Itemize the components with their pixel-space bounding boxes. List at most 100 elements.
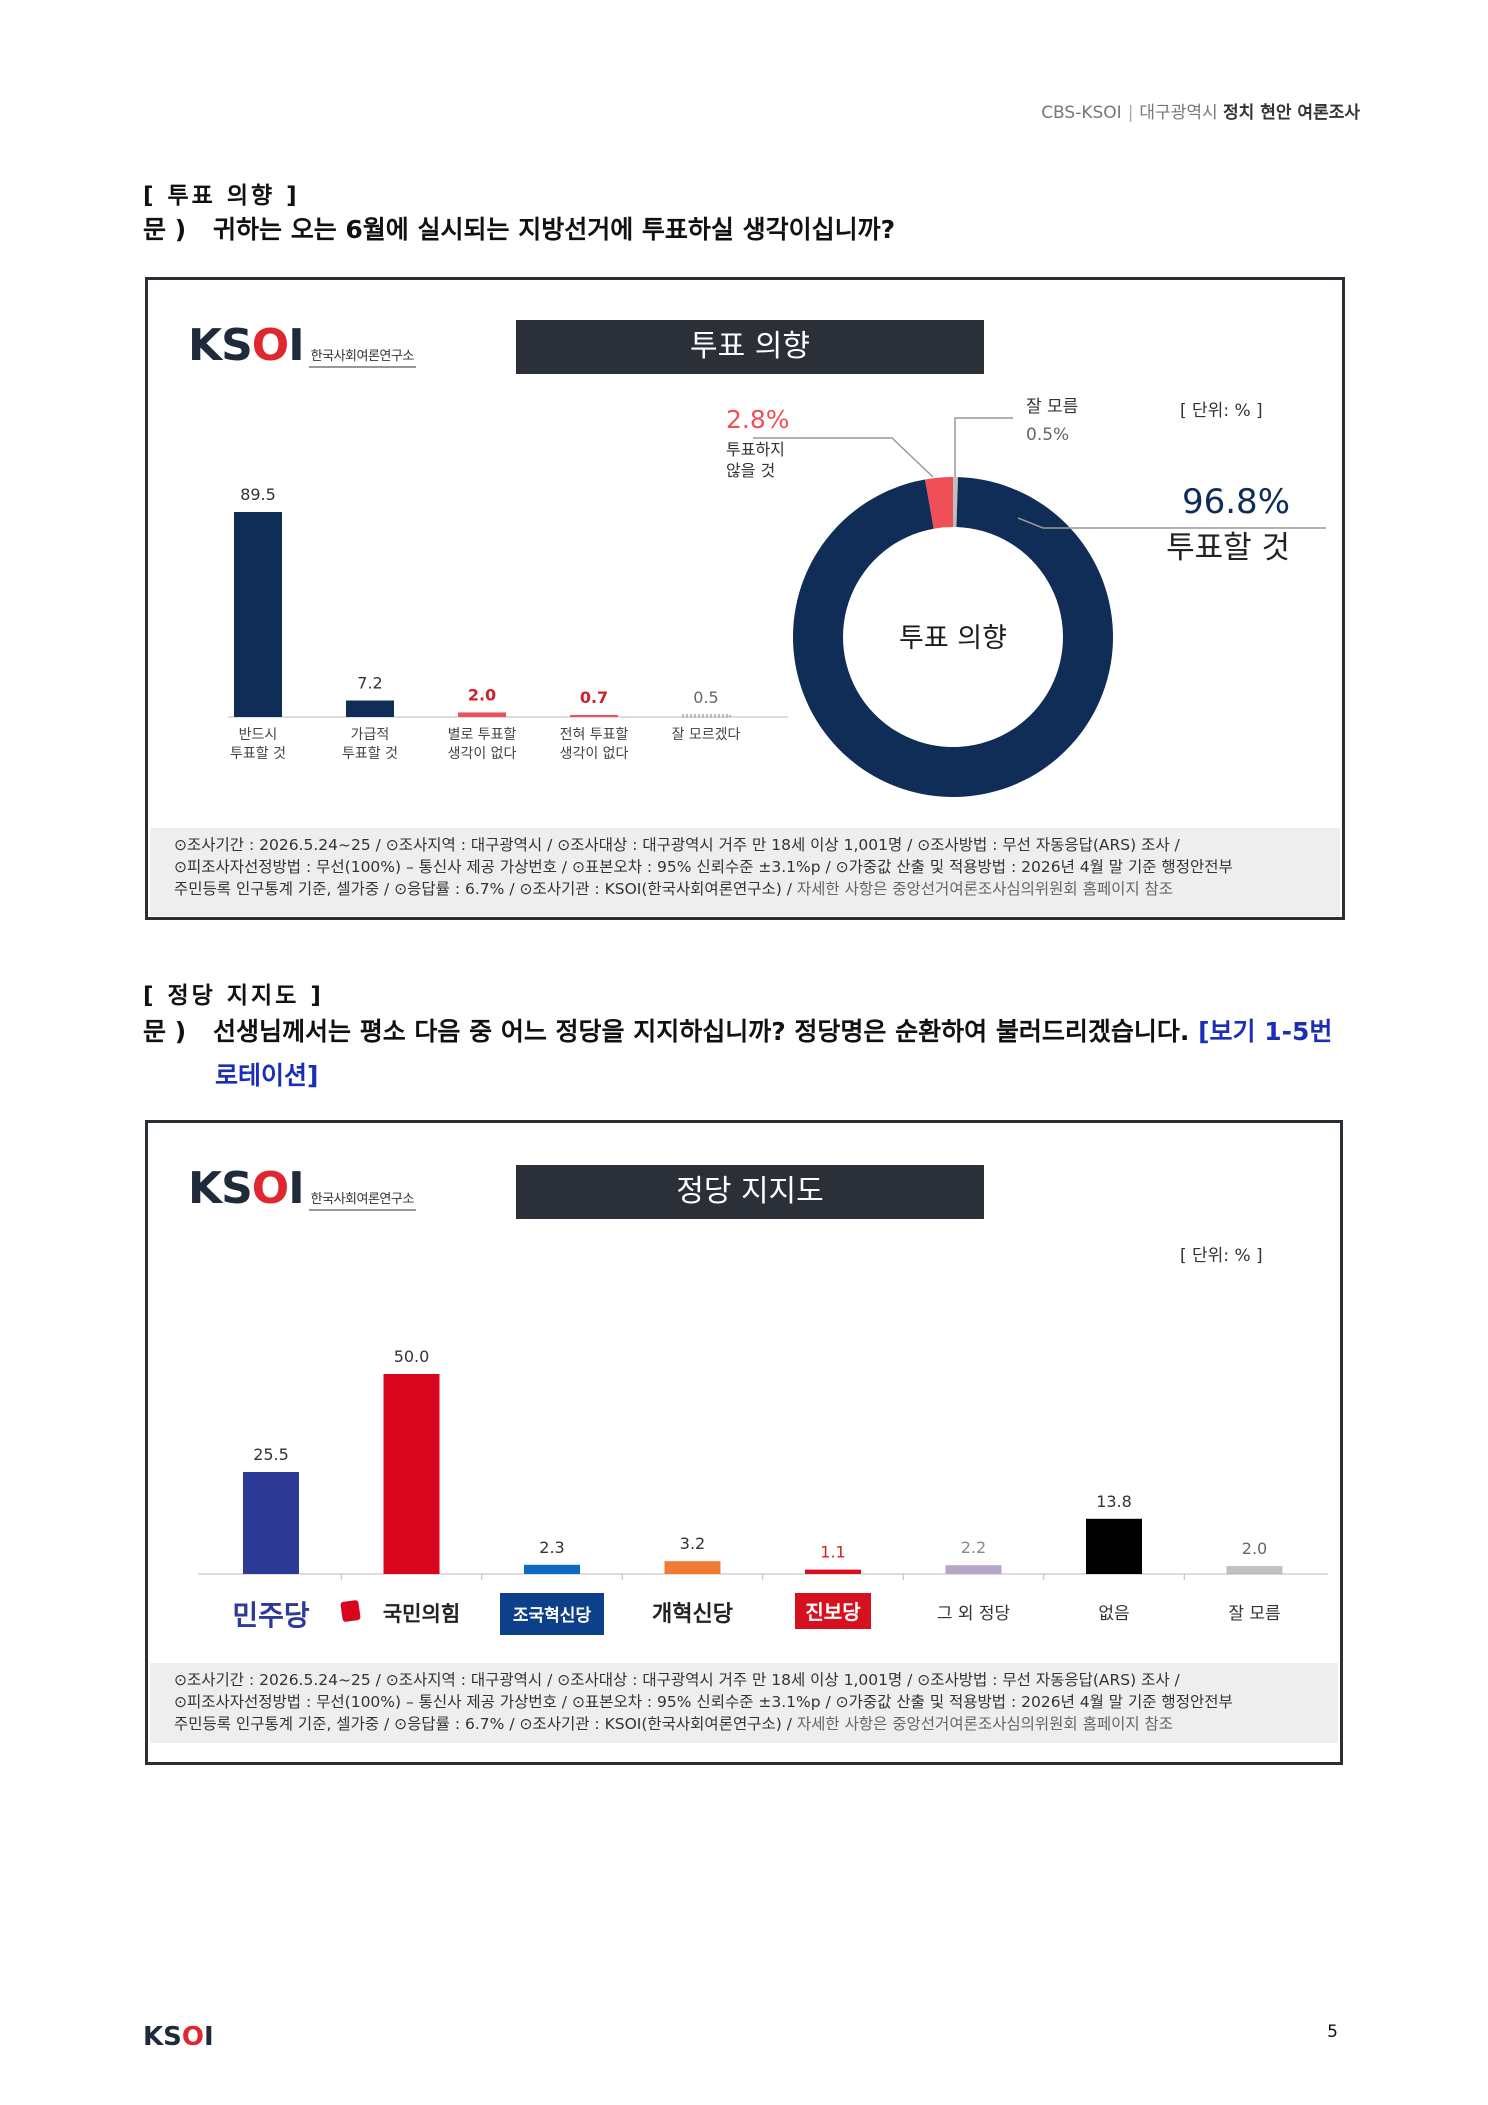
section1-question: 문 ) 귀하는 오는 6월에 실시되는 지방선거에 투표하실 생각이십니까? xyxy=(143,208,1343,252)
party-label-plain: 잘 모름 xyxy=(1228,1604,1280,1624)
section2-heading: [ 정당 지지도 ] xyxy=(143,983,324,1009)
donut-value-novote: 2.8% xyxy=(726,405,790,434)
donut-label-novote-2: 않을 것 xyxy=(726,461,775,480)
bar-6 xyxy=(945,1565,1002,1574)
bar-category-label: 잘 모르겠다 xyxy=(672,727,741,743)
leader-line-unknown xyxy=(954,417,1013,477)
party-support-panel: KSOI 한국사회여론연구소 정당 지지도 [ 단위: % ] 25.5 50.0… xyxy=(145,1120,1343,1765)
footnote-line3a: 주민등록 인구통계 기준, 셀가중 / ⊙응답률 : 6.7% / ⊙조사기관 … xyxy=(174,1715,797,1733)
footnote-line3b: 자세한 사항은 중앙선거여론조사심의위원회 홈페이지 참조 xyxy=(796,880,1174,898)
bar-3 xyxy=(524,1564,580,1574)
question-note-cont: 로테이션] xyxy=(215,1061,319,1090)
bar-2 xyxy=(346,700,394,717)
bar-3 xyxy=(458,712,506,717)
party-chart-svg: 25.5 50.0 2.3 3.2 1.1 2.2 13.8 2.0 민주당 국민의힘 조국혁신당… xyxy=(198,1347,1328,1635)
ksoi-logo: KSOI 한국사회여론연구소 xyxy=(188,320,416,371)
footnote: ⊙조사기간 : 2026.5.24~25 / ⊙조사지역 : 대구광역시 / ⊙… xyxy=(150,1663,1338,1743)
bar-value-label: 2.0 xyxy=(1242,1539,1267,1558)
bar-7 xyxy=(1086,1518,1142,1574)
page-header: CBS-KSOI | 대구광역시 정치 현안 여론조사 xyxy=(1041,103,1360,123)
donut-slice-2 xyxy=(925,477,953,529)
ppp-mark-icon xyxy=(340,1600,361,1622)
page-logo: KSOI xyxy=(143,2022,214,2052)
bar-category-label: 전혀 투표할 xyxy=(560,727,629,743)
donut-label-vote: 투표할 것 xyxy=(1166,530,1290,566)
ksoi-logo-sub: 한국사회여론연구소 xyxy=(308,1192,416,1211)
footnote-line3: 주민등록 인구통계 기준, 셀가중 / ⊙응답률 : 6.7% / ⊙조사기관 … xyxy=(174,1713,1314,1735)
bar-category-label: 가급적 xyxy=(351,727,390,743)
bar-value-label: 3.2 xyxy=(680,1534,705,1553)
party-label-plain: 그 외 정당 xyxy=(937,1604,1011,1624)
chart-title: 투표 의향 xyxy=(516,320,984,374)
question-note: [보기 1-5번 xyxy=(1198,1017,1333,1046)
section1-heading: [ 투표 의향 ] xyxy=(143,183,300,209)
donut-slice-3 xyxy=(953,477,959,528)
footnote-line1: ⊙조사기간 : 2026.5.24~25 / ⊙조사지역 : 대구광역시 / ⊙… xyxy=(174,1671,1180,1689)
party-label-jinbo: 진보당 xyxy=(805,1600,861,1624)
donut-label-novote-1: 투표하지 xyxy=(726,440,785,459)
bar-value-label: 0.5 xyxy=(693,688,718,707)
bar-value-label: 2.3 xyxy=(539,1538,564,1557)
bar-1 xyxy=(234,512,282,717)
unit-label: [ 단위: % ] xyxy=(1180,401,1263,421)
footnote-line1: ⊙조사기간 : 2026.5.24~25 / ⊙조사지역 : 대구광역시 / ⊙… xyxy=(174,836,1180,854)
bar-value-label: 0.7 xyxy=(580,688,608,707)
leader-line-novote xyxy=(753,437,934,478)
donut-center-label: 투표 의향 xyxy=(899,623,1007,654)
donut-value-vote: 96.8% xyxy=(1182,482,1290,522)
vote-intention-panel: KSOI 한국사회여론연구소 투표 의향 [ 단위: % ] 89.5 반드시 투표… xyxy=(145,277,1345,920)
header-region: 대구광역시 xyxy=(1139,103,1218,123)
bar-8 xyxy=(1226,1566,1283,1574)
footnote-line3b: 자세한 사항은 중앙선거여론조사심의위원회 홈페이지 참조 xyxy=(796,1715,1174,1733)
ksoi-logo-text: KSOI xyxy=(188,320,305,371)
bar-value-label: 1.1 xyxy=(820,1543,845,1562)
footnote-line2: ⊙피조사자선정방법 : 무선(100%) – 통신사 제공 가상번호 / ⊙표본… xyxy=(174,1693,1233,1711)
footnote-line3a: 주민등록 인구통계 기준, 셀가중 / ⊙응답률 : 6.7% / ⊙조사기관 … xyxy=(174,880,797,898)
party-label-minjoo: 민주당 xyxy=(232,1599,310,1632)
bar-category-label: 별로 투표할 xyxy=(448,727,517,743)
bar-value-label: 13.8 xyxy=(1096,1492,1132,1511)
bar-value-label: 2.2 xyxy=(961,1538,986,1557)
header-org: CBS-KSOI xyxy=(1041,103,1122,123)
bar-5 xyxy=(681,714,731,718)
unit-label: [ 단위: % ] xyxy=(1180,1246,1263,1266)
bar-category-label: 투표할 것 xyxy=(230,746,286,762)
header-title: 정치 현안 여론조사 xyxy=(1223,103,1360,123)
question-label: 문 ) xyxy=(143,215,187,244)
bar-category-label: 생각이 없다 xyxy=(560,746,629,762)
bar-2 xyxy=(383,1374,440,1574)
ksoi-logo-text: KSOI xyxy=(188,1163,305,1214)
question-label: 문 ) xyxy=(143,1017,187,1046)
question-text: 귀하는 오는 6월에 실시되는 지방선거에 투표하실 생각이십니까? xyxy=(213,215,896,244)
bar-4 xyxy=(570,715,618,717)
donut-slice-1 xyxy=(792,477,1113,797)
bar-value-label: 50.0 xyxy=(394,1347,430,1366)
bar-category-label: 반드시 xyxy=(239,727,278,743)
footnote-line2: ⊙피조사자선정방법 : 무선(100%) – 통신사 제공 가상번호 / ⊙표본… xyxy=(174,858,1233,876)
party-label-plain: 없음 xyxy=(1098,1604,1129,1624)
bar-1 xyxy=(243,1472,299,1574)
footnote-line3: 주민등록 인구통계 기준, 셀가중 / ⊙응답률 : 6.7% / ⊙조사기관 … xyxy=(174,878,1316,900)
party-label-jokuk: 조국혁신당 xyxy=(513,1605,592,1626)
bar-4 xyxy=(664,1561,721,1574)
section2-question: 문 ) 선생님께서는 평소 다음 중 어느 정당을 지지하십니까? 정당명은 순환… xyxy=(143,1010,1343,1098)
ksoi-logo: KSOI 한국사회여론연구소 xyxy=(188,1163,416,1214)
jokuk-badge xyxy=(500,1593,604,1635)
bar-value-label: 7.2 xyxy=(357,674,382,693)
bar-category-label: 생각이 없다 xyxy=(448,746,517,762)
bar-category-label: 투표할 것 xyxy=(342,746,398,762)
bar-value-label: 2.0 xyxy=(468,685,496,704)
donut-label-unknown: 잘 모름 xyxy=(1026,397,1078,417)
ksoi-logo-sub: 한국사회여론연구소 xyxy=(308,349,416,368)
party-label-ppp: 국민의힘 xyxy=(383,1602,460,1626)
chart-title: 정당 지지도 xyxy=(516,1165,984,1219)
party-label-gaehyuk: 개혁신당 xyxy=(652,1601,733,1627)
question-text: 선생님께서는 평소 다음 중 어느 정당을 지지하십니까? 정당명은 순환하여 … xyxy=(213,1017,1190,1046)
jinbo-badge xyxy=(795,1593,871,1629)
leader-line-vote xyxy=(1017,517,1326,529)
bar-value-label: 89.5 xyxy=(240,485,276,504)
bar-5 xyxy=(805,1569,861,1574)
page-number: 5 xyxy=(1327,2022,1338,2042)
bar-value-label: 25.5 xyxy=(253,1445,289,1464)
